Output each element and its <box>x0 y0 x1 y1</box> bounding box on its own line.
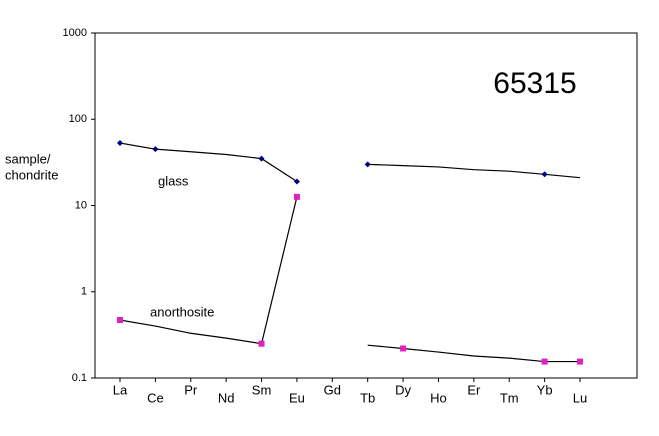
marker <box>117 140 123 147</box>
marker <box>541 358 548 365</box>
y-tick-label: 1000 <box>63 27 87 39</box>
x-tick-label: Lu <box>573 390 587 405</box>
x-tick-label: Gd <box>324 382 341 397</box>
x-tick-label: Ce <box>147 390 164 405</box>
x-tick-label: Ho <box>430 390 447 405</box>
marker <box>117 317 123 324</box>
x-tick-label: Dy <box>395 382 411 397</box>
marker <box>258 340 265 347</box>
series-line <box>119 196 298 345</box>
marker <box>577 358 583 365</box>
marker <box>293 193 300 200</box>
x-tick-label: Er <box>467 382 481 397</box>
chart-title: 65315 <box>493 67 576 100</box>
x-tick-label: Pr <box>184 382 198 397</box>
series-label: glass <box>158 173 189 188</box>
series-line <box>367 163 581 179</box>
marker <box>258 155 265 162</box>
marker <box>364 161 371 168</box>
x-tick-label: Tm <box>500 390 519 405</box>
x-tick-label: Yb <box>537 382 553 397</box>
y-tick-label: 100 <box>69 113 87 125</box>
series-line <box>367 344 580 363</box>
marker <box>293 178 300 185</box>
x-tick-label: Eu <box>289 390 305 405</box>
marker <box>541 171 548 178</box>
marker <box>152 146 159 153</box>
y-axis-label: chondrite <box>5 167 58 182</box>
y-axis-label: sample/ <box>5 151 51 166</box>
x-tick-label: Nd <box>218 390 235 405</box>
y-tick-label: 10 <box>75 199 87 211</box>
series-label: anorthosite <box>150 304 214 319</box>
x-tick-label: La <box>113 382 128 397</box>
y-tick-label: 0.1 <box>72 372 87 384</box>
x-tick-label: Tb <box>360 390 375 405</box>
series-line <box>119 142 298 182</box>
y-tick-label: 1 <box>81 286 87 298</box>
marker <box>400 345 407 352</box>
x-tick-label: Sm <box>252 382 272 397</box>
